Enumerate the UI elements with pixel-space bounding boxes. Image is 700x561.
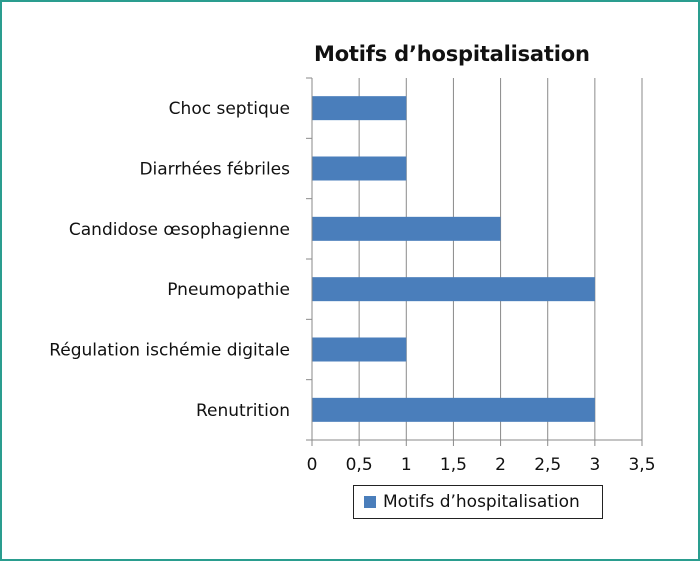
x-tick-label: 1: [401, 455, 412, 475]
bar: [312, 397, 595, 422]
bar: [312, 156, 407, 181]
category-label: Renutrition: [196, 401, 290, 421]
bar: [312, 277, 595, 302]
category-label: Diarrhées fébriles: [139, 160, 290, 180]
category-label: Régulation ischémie digitale: [49, 341, 290, 361]
category-label: Pneumopathie: [167, 280, 290, 300]
x-tick-label: 1,5: [440, 455, 467, 475]
x-tick-label: 2,5: [534, 455, 561, 475]
chart-legend: Motifs d’hospitalisation: [353, 485, 603, 519]
x-tick-label: 0: [307, 455, 318, 475]
chart-title: Motifs d’hospitalisation: [314, 42, 590, 66]
x-tick-label: 3: [589, 455, 600, 475]
x-tick-label: 0,5: [346, 455, 373, 475]
bar: [312, 337, 407, 362]
bar: [312, 216, 501, 241]
bar: [312, 96, 407, 121]
legend-swatch: [364, 496, 376, 508]
x-tick-label: 2: [495, 455, 506, 475]
legend-label: Motifs d’hospitalisation: [383, 492, 580, 512]
category-label: Candidose œsophagienne: [69, 220, 290, 240]
category-label: Choc septique: [169, 99, 290, 119]
x-tick-label: 3,5: [628, 455, 655, 475]
